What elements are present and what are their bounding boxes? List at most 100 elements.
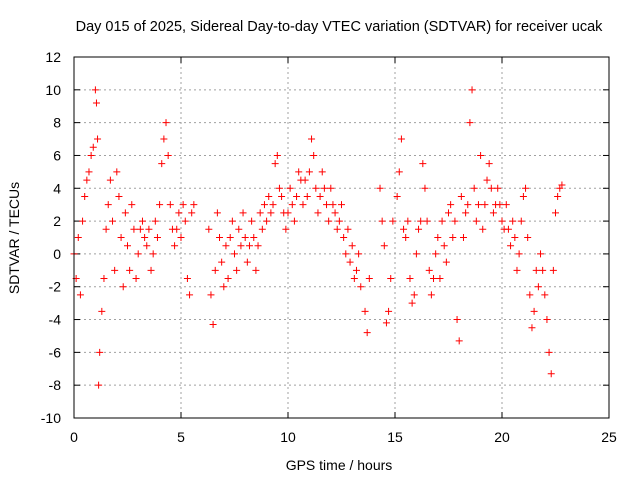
data-point (181, 217, 189, 225)
data-point (519, 192, 527, 200)
data-point (350, 275, 358, 283)
x-tick-label: 10 (280, 429, 296, 445)
data-point (213, 209, 221, 217)
data-point (190, 201, 198, 209)
data-point (278, 192, 286, 200)
data-point (113, 168, 121, 176)
data-point (539, 266, 547, 274)
data-point (156, 201, 164, 209)
x-tick-label: 20 (494, 429, 510, 445)
data-point (352, 266, 360, 274)
data-point (104, 201, 112, 209)
data-point (141, 234, 149, 241)
data-point (134, 250, 142, 258)
data-point (111, 266, 119, 274)
data-point (241, 234, 249, 241)
data-point (451, 217, 459, 225)
data-point (282, 225, 290, 233)
data-point (295, 168, 303, 176)
data-point (537, 250, 545, 258)
x-tick-label: 15 (387, 429, 403, 445)
data-point (325, 217, 333, 225)
data-point (158, 160, 166, 168)
data-point (479, 225, 487, 233)
data-point (209, 320, 217, 328)
data-point (85, 168, 93, 176)
data-point (442, 258, 450, 266)
data-point (265, 192, 273, 200)
data-point (89, 143, 97, 151)
data-point (438, 217, 446, 225)
data-point (513, 266, 521, 274)
data-point (94, 135, 102, 143)
data-point (79, 217, 87, 225)
y-tick-label: 10 (45, 82, 61, 98)
y-tick-label: 6 (53, 147, 61, 163)
data-point (549, 266, 557, 274)
data-points (70, 86, 566, 389)
data-point (468, 86, 476, 94)
data-point (288, 201, 296, 209)
data-point (434, 234, 442, 241)
data-point (532, 266, 540, 274)
data-point (526, 291, 534, 299)
data-point (231, 250, 238, 258)
data-point (130, 225, 138, 233)
data-point (314, 209, 322, 217)
data-point (293, 192, 301, 200)
data-point (430, 275, 438, 283)
data-point (145, 225, 153, 233)
data-point (250, 234, 258, 241)
data-point (83, 176, 91, 184)
data-point (331, 209, 339, 217)
data-point (100, 275, 108, 283)
data-point (530, 307, 538, 315)
data-point (252, 266, 260, 274)
data-point (502, 201, 510, 209)
data-point (303, 192, 311, 200)
data-point (102, 225, 110, 233)
data-point (128, 201, 136, 209)
data-point (376, 184, 384, 192)
data-point (481, 201, 489, 209)
data-point (308, 135, 316, 143)
data-point (81, 192, 89, 200)
data-point (173, 225, 181, 233)
data-point (389, 217, 397, 225)
data-point (318, 168, 326, 176)
data-point (171, 242, 179, 250)
x-tick-label: 0 (70, 429, 78, 445)
data-point (275, 184, 283, 192)
y-axis-label: SDTVAR / TECUs (6, 182, 22, 294)
data-point (457, 192, 465, 200)
data-point (162, 119, 170, 127)
data-point (342, 250, 350, 258)
y-tick-label: 4 (53, 180, 61, 196)
data-point (226, 234, 234, 241)
plot-frame (73, 56, 610, 419)
data-point (245, 242, 253, 250)
data-point (235, 225, 243, 233)
data-point (320, 184, 328, 192)
data-point (248, 217, 256, 225)
data-point (91, 86, 99, 94)
data-point (183, 275, 191, 283)
data-point (524, 234, 532, 241)
data-point (124, 242, 131, 250)
data-point (515, 250, 523, 258)
data-point (211, 266, 219, 274)
data-point (436, 275, 444, 283)
data-point (427, 291, 435, 299)
x-tick-label: 25 (601, 429, 617, 445)
data-point (216, 234, 224, 241)
data-point (455, 337, 463, 345)
data-point (327, 184, 335, 192)
data-point (504, 225, 512, 233)
y-tick-label: 0 (53, 246, 61, 262)
chart-title: Day 015 of 2025, Sidereal Day-to-day VTE… (76, 19, 604, 35)
data-point (498, 217, 506, 225)
data-point (408, 299, 416, 307)
axis-ticks: 0 5 10 15 20 25 -10 -8 -6 -4 -2 0 2 4 6 8 10 12 (41, 49, 617, 445)
